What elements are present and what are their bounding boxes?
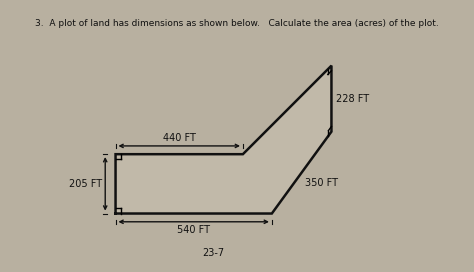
- Text: 23-7: 23-7: [202, 248, 224, 258]
- Text: 350 FT: 350 FT: [305, 178, 338, 188]
- Text: 3.  A plot of land has dimensions as shown below.   Calculate the area (acres) o: 3. A plot of land has dimensions as show…: [35, 19, 439, 28]
- Text: 228 FT: 228 FT: [336, 94, 369, 104]
- Text: 205 FT: 205 FT: [69, 179, 102, 189]
- Text: 440 FT: 440 FT: [163, 133, 196, 143]
- Polygon shape: [116, 66, 331, 214]
- Text: 540 FT: 540 FT: [177, 225, 210, 235]
